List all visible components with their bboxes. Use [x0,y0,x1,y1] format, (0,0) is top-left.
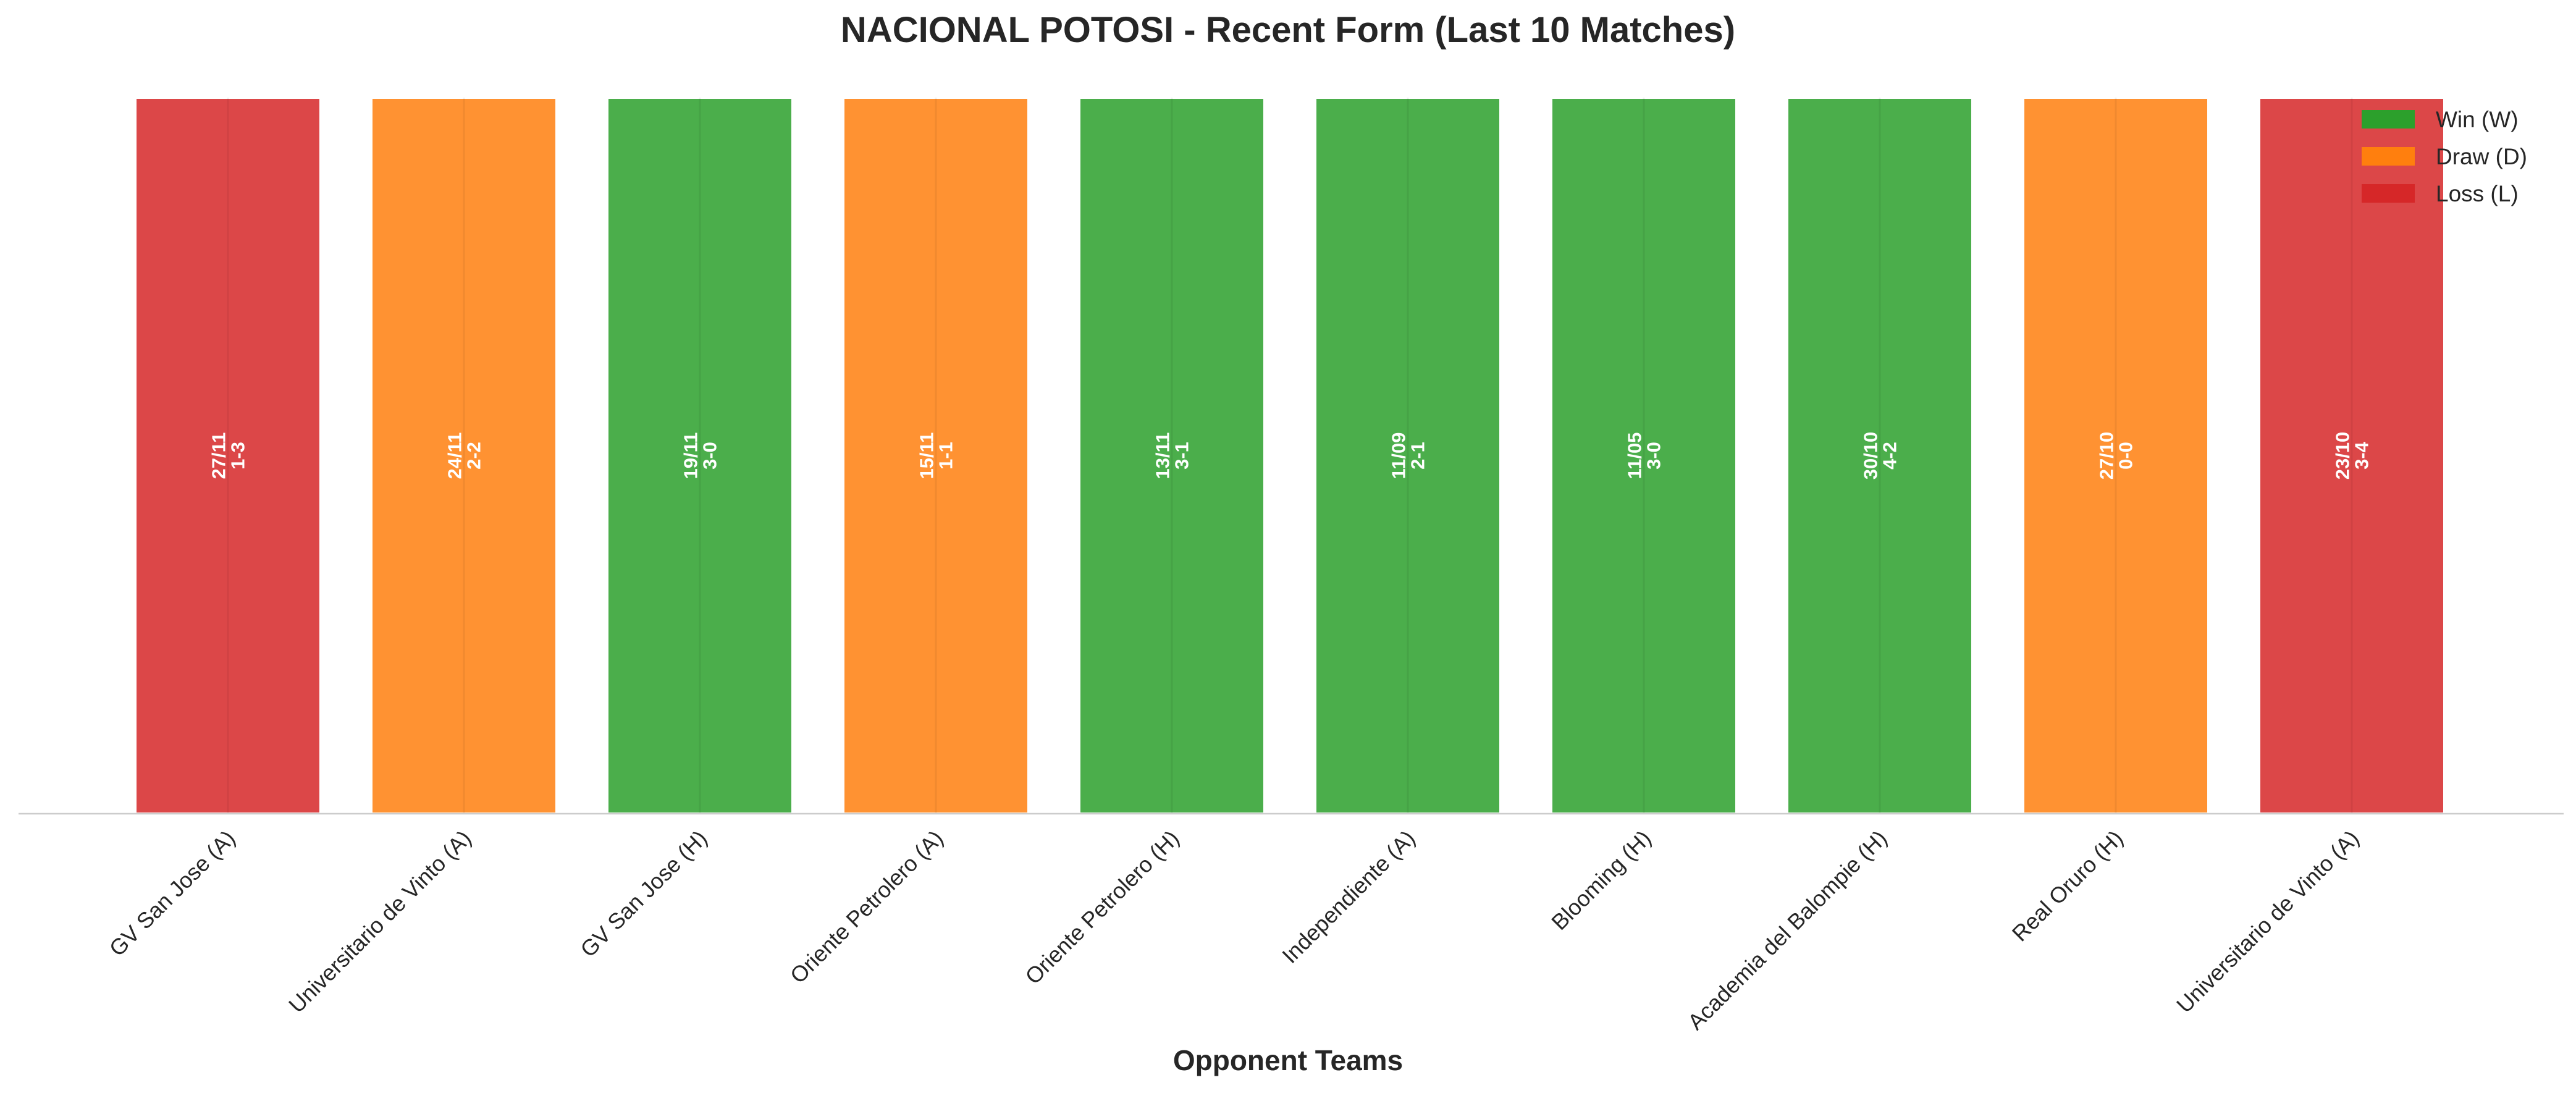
x-tick-label: Oriente Petrolero (H) [1020,825,1184,989]
bar-score: 3-4 [2351,441,2372,470]
bar-score: 1-3 [227,442,248,470]
bar-group: 19/113-0 [606,96,794,815]
bar-score: 2-2 [463,442,484,470]
bar-d [842,96,1030,815]
bar-date: 24/11 [444,433,465,479]
bar-group: 30/104-2 [1786,96,1974,815]
legend-swatch [2362,184,2415,203]
legend-label: Loss (L) [2436,181,2519,206]
bar-w [1314,96,1502,815]
bar-date: 15/11 [915,433,937,479]
legend-item: Win (W) [2362,107,2519,132]
bar-label: 24/112-2 [444,433,484,479]
x-tick-labels: GV San Jose (A) Universitario de Vinto (A… [104,825,2364,1035]
bar-label: 11/092-1 [1387,433,1428,479]
legend-swatch [2362,110,2415,129]
x-tick-label: Real Oruro (H) [2007,825,2128,947]
bar-d [370,96,558,815]
bar-score: 4-2 [1879,442,1900,470]
bar-date: 11/05 [1623,433,1645,479]
bar-label: 19/113-0 [680,433,720,479]
bar-date: 27/10 [2095,432,2117,480]
bar-group: 27/111-3 [134,96,322,815]
legend-swatch [2362,147,2415,166]
bar-group: 23/103-4 [2258,96,2446,815]
x-tick-label: Universitario de Vinto (A) [2171,825,2363,1018]
bars-group: 27/111-3 24/112-2 19/113-0 15/111-1 13/113-1… [134,96,2446,815]
bar-label: 23/103-4 [2331,432,2372,480]
legend-label: Draw (D) [2436,144,2527,169]
x-tick-label: GV San Jose (H) [575,825,712,962]
x-tick-label: Independiente (A) [1277,825,1420,968]
bar-group: 15/111-1 [842,96,1030,815]
x-tick-label: Blooming (H) [1546,825,1656,935]
bar-group: 27/100-0 [2022,96,2210,815]
bar-date: 19/11 [680,433,701,479]
legend-item: Loss (L) [2362,181,2519,206]
bar-label: 27/111-3 [208,433,248,479]
bar-group: 13/113-1 [1078,96,1266,815]
legend-item: Draw (D) [2362,144,2527,169]
bar-score: 1-1 [935,442,956,470]
bar-w [606,96,794,815]
bar-score: 0-0 [2115,442,2136,470]
bar-label: 30/104-2 [1859,432,1900,480]
bar-score: 3-1 [1171,442,1192,470]
bar-w [1550,96,1738,815]
x-tick-label: Oriente Petrolero (A) [785,825,948,989]
chart-title: NACIONAL POTOSI - Recent Form (Last 10 M… [841,10,1735,50]
bar-label: 15/111-1 [915,433,956,479]
bar-group: 24/112-2 [370,96,558,815]
bar-label: 27/100-0 [2095,432,2136,480]
x-tick-label: Academia del Balompie (H) [1683,825,1892,1035]
bar-group: 11/092-1 [1314,96,1502,815]
legend-label: Win (W) [2436,107,2519,132]
legend: Win (W) Draw (D) Loss (L) [2362,107,2527,206]
bar-l [134,96,322,815]
x-tick-label: Universitario de Vinto (A) [284,825,476,1018]
bar-date: 27/11 [208,433,229,479]
bar-label: 13/113-1 [1151,433,1192,479]
bar-label: 11/053-0 [1623,433,1664,479]
bar-date: 11/09 [1387,433,1409,479]
bar-group: 11/053-0 [1550,96,1738,815]
bar-w [1078,96,1266,815]
bar-date: 30/10 [1859,432,1881,480]
x-tick-label: GV San Jose (A) [104,825,240,961]
bar-score: 2-1 [1407,442,1428,470]
bar-score: 3-0 [1643,442,1664,470]
bar-l [2258,96,2446,815]
bar-date: 13/11 [1151,433,1173,479]
bar-date: 23/10 [2331,432,2353,480]
x-axis-label: Opponent Teams [1173,1044,1403,1076]
bar-score: 3-0 [699,442,720,470]
